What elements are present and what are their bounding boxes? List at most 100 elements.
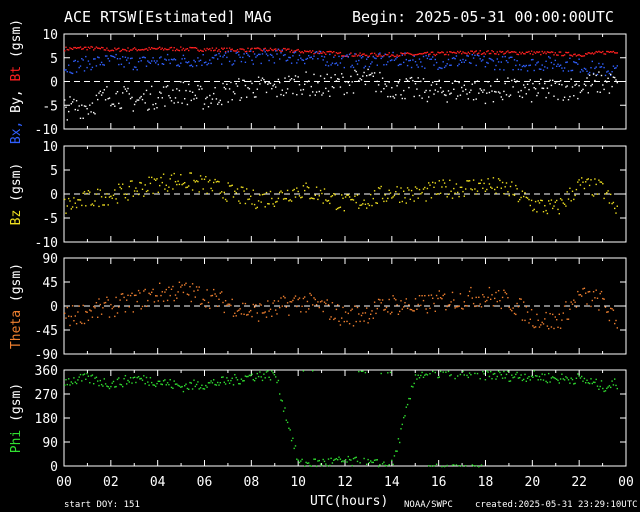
data-point (616, 327, 618, 329)
series-theta (64, 281, 618, 330)
data-point (170, 386, 173, 389)
data-point (553, 327, 555, 330)
data-point (492, 373, 495, 375)
data-point (137, 289, 140, 292)
data-point (182, 390, 185, 393)
data-point (526, 51, 529, 53)
data-point (221, 103, 223, 106)
data-point (571, 378, 574, 381)
data-point (85, 310, 87, 313)
data-point (399, 79, 401, 81)
data-point (81, 380, 83, 382)
data-point (457, 95, 459, 97)
chart-title: ACE RTSW[Estimated] MAG (64, 8, 272, 26)
data-point (71, 382, 74, 385)
data-point (380, 302, 382, 304)
data-point (565, 376, 567, 378)
data-point (140, 377, 142, 380)
data-point (578, 54, 580, 56)
data-point (347, 194, 349, 196)
data-point (370, 63, 372, 65)
data-point (87, 190, 90, 192)
data-point (503, 370, 505, 373)
data-point (611, 308, 613, 310)
data-point (417, 197, 419, 199)
y-axis-label-part: (gsm) (9, 263, 24, 310)
data-point (97, 380, 99, 382)
data-point (253, 203, 256, 206)
data-point (231, 48, 233, 50)
data-point (557, 326, 559, 328)
data-point (194, 385, 196, 388)
data-point (106, 385, 108, 387)
data-point (479, 378, 481, 380)
data-point (582, 181, 584, 183)
data-point (132, 68, 134, 71)
data-point (157, 63, 159, 66)
data-point (136, 300, 138, 303)
data-point (94, 377, 96, 379)
data-point (355, 320, 357, 323)
data-point (306, 81, 309, 83)
data-point (325, 64, 327, 66)
data-point (265, 91, 268, 94)
data-point (334, 194, 336, 196)
data-point (242, 186, 244, 189)
data-point (107, 98, 109, 100)
data-point (106, 296, 108, 298)
data-point (599, 91, 601, 93)
data-point (538, 326, 541, 328)
data-point (301, 458, 303, 461)
data-point (71, 305, 74, 307)
data-point (95, 193, 98, 195)
data-point (112, 55, 115, 58)
data-point (234, 374, 236, 376)
data-point (285, 49, 287, 51)
data-point (221, 63, 223, 65)
data-point (232, 50, 235, 52)
data-point (206, 289, 208, 291)
data-point (588, 71, 591, 74)
data-point (375, 54, 377, 56)
data-point (504, 291, 506, 294)
data-point (426, 312, 429, 314)
data-point (118, 183, 120, 185)
data-point (373, 57, 376, 59)
data-point (69, 71, 71, 73)
data-point (177, 64, 179, 66)
data-point (501, 377, 504, 379)
data-point (290, 62, 293, 64)
data-point (465, 52, 467, 54)
data-point (350, 75, 352, 78)
data-point (594, 381, 596, 384)
data-point (135, 187, 137, 189)
data-point (82, 304, 84, 307)
data-point (351, 308, 353, 310)
data-point (375, 312, 377, 315)
data-point (565, 51, 567, 54)
data-point (408, 189, 410, 191)
data-point (450, 190, 452, 192)
data-point (443, 53, 446, 56)
data-point (206, 386, 208, 388)
data-point (474, 372, 476, 375)
data-point (205, 97, 207, 100)
data-point (170, 288, 173, 290)
data-point (383, 309, 385, 311)
data-point (434, 54, 436, 57)
data-point (74, 202, 76, 204)
data-point (64, 69, 66, 71)
data-point (391, 87, 393, 89)
data-point (300, 197, 302, 199)
data-point (596, 385, 599, 387)
data-point (414, 54, 417, 56)
data-point (368, 55, 371, 57)
data-point (321, 465, 323, 467)
data-point (247, 198, 249, 201)
data-point (556, 319, 558, 321)
data-point (516, 80, 518, 82)
data-point (292, 437, 294, 439)
data-point (325, 199, 327, 201)
data-point (370, 313, 372, 315)
data-point (132, 48, 134, 50)
